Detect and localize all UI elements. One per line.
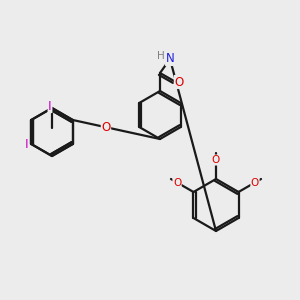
Text: O: O (174, 76, 184, 88)
Text: O: O (251, 178, 259, 188)
Text: O: O (101, 121, 111, 134)
Text: O: O (173, 178, 181, 188)
Text: O: O (212, 155, 220, 165)
Text: N: N (166, 52, 174, 65)
Text: H: H (157, 51, 165, 61)
Text: I: I (48, 100, 52, 112)
Text: I: I (24, 137, 28, 151)
